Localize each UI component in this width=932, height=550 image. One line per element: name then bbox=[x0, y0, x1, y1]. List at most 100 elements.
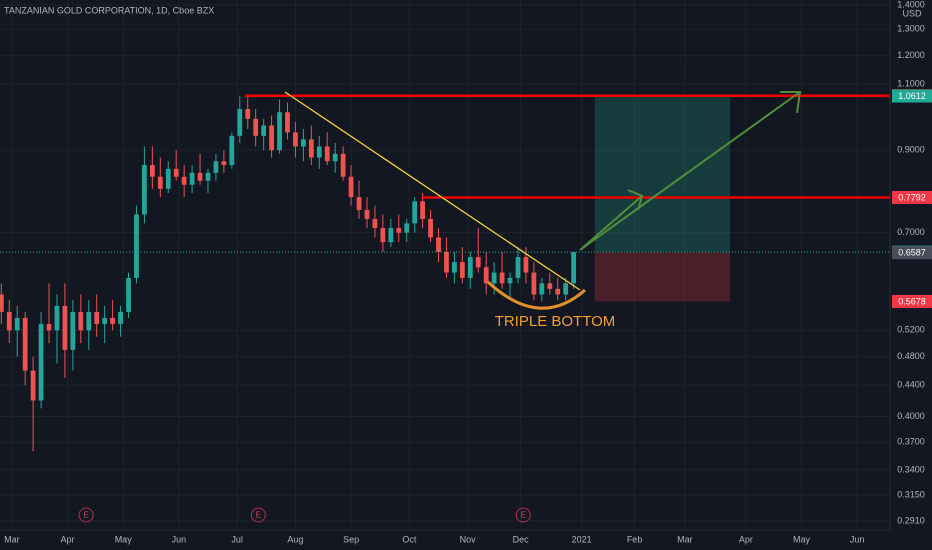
candle-body bbox=[149, 165, 155, 177]
candle-body bbox=[14, 317, 20, 331]
annotation: TRIPLE BOTTOM bbox=[495, 313, 616, 330]
y-tick-label: 0.9000 bbox=[897, 145, 925, 155]
x-tick-label: Jul bbox=[231, 534, 243, 544]
candle-body bbox=[491, 272, 497, 284]
candle-body bbox=[102, 317, 108, 325]
candle-body bbox=[94, 311, 100, 325]
y-tick-label: 0.5200 bbox=[897, 325, 925, 335]
candle-body bbox=[404, 223, 410, 233]
candle-body bbox=[197, 172, 203, 181]
price-label: 0.5678 bbox=[898, 296, 926, 306]
candle-body bbox=[62, 305, 68, 350]
candle-body bbox=[205, 172, 211, 181]
candle-body bbox=[293, 132, 298, 147]
candle-body bbox=[515, 257, 521, 278]
x-tick-label: 2021 bbox=[572, 534, 592, 544]
candle-body bbox=[348, 176, 354, 198]
earnings-marker bbox=[250, 507, 266, 523]
arrow bbox=[579, 91, 802, 251]
x-tick-label: Dec bbox=[513, 534, 530, 544]
price-label: 0.7792 bbox=[898, 192, 926, 202]
candle-body bbox=[126, 277, 131, 312]
candle-body bbox=[181, 176, 187, 185]
candle-body bbox=[340, 153, 346, 177]
candle-body bbox=[110, 317, 115, 325]
price-label-bg bbox=[892, 190, 932, 204]
candle-body bbox=[324, 146, 330, 162]
y-tick-label: 1.2000 bbox=[897, 50, 925, 60]
x-tick-label: Jun bbox=[850, 534, 865, 544]
candle-body bbox=[308, 139, 314, 158]
candle-body bbox=[269, 125, 274, 151]
candle-body bbox=[22, 317, 28, 371]
chart-title: TANZANIAN GOLD CORPORATION, 1D, Cboe BZX bbox=[4, 5, 214, 15]
candle-body bbox=[396, 228, 402, 233]
candle-body bbox=[412, 201, 418, 224]
price-label-bg bbox=[892, 246, 932, 260]
earnings-marker bbox=[78, 507, 94, 523]
candle-body bbox=[507, 277, 513, 284]
candle-body bbox=[300, 139, 306, 147]
candles bbox=[0, 94, 890, 452]
candle-body bbox=[547, 283, 553, 289]
candle-body bbox=[364, 210, 370, 219]
candle-body bbox=[189, 172, 195, 185]
price-label-bg bbox=[892, 89, 932, 103]
target-zone bbox=[594, 96, 730, 253]
candle-body bbox=[237, 109, 243, 136]
arrow bbox=[579, 189, 644, 251]
candle-body bbox=[459, 262, 465, 278]
x-tick-label: May bbox=[115, 534, 133, 544]
candle-body bbox=[30, 370, 36, 401]
y-tick-label: 1.1000 bbox=[897, 79, 925, 89]
candle-body bbox=[165, 168, 171, 189]
candle-body bbox=[531, 272, 537, 295]
candle-body bbox=[428, 218, 433, 238]
price-label: 0.6587 bbox=[898, 248, 926, 258]
stop-zone bbox=[594, 252, 730, 302]
earnings-label: E bbox=[256, 511, 261, 520]
candle-body bbox=[134, 214, 139, 278]
y-tick-label: 1.3000 bbox=[897, 24, 925, 34]
y-tick-label: 0.4000 bbox=[897, 411, 925, 421]
x-tick-label: Mar bbox=[677, 534, 693, 544]
x-tick-label: May bbox=[793, 534, 811, 544]
candle-body bbox=[356, 197, 362, 211]
x-tick-label: Apr bbox=[61, 534, 75, 544]
candle-body bbox=[555, 288, 561, 295]
candle-body bbox=[46, 324, 52, 331]
y-tick-label: 0.2910 bbox=[897, 515, 925, 525]
y-tick-label: 0.3150 bbox=[897, 489, 925, 499]
x-tick-label: Sep bbox=[343, 534, 359, 544]
axes: 1.4000 1.3000 1.2000 1.1000 0.9000 0.7000 0.52… bbox=[4, 0, 932, 544]
candle-body bbox=[213, 161, 219, 173]
candle-body bbox=[523, 257, 529, 273]
drawings bbox=[284, 91, 802, 310]
candle-body bbox=[420, 201, 425, 219]
candle-body bbox=[229, 135, 235, 166]
x-tick-label: Mar bbox=[4, 534, 20, 544]
candle-body bbox=[261, 125, 267, 136]
x-tick-label: Aug bbox=[287, 534, 303, 544]
candle-body bbox=[118, 311, 123, 325]
candle-body bbox=[475, 257, 481, 268]
candle-body bbox=[86, 311, 92, 331]
candle-body bbox=[0, 294, 4, 312]
candle-body bbox=[70, 311, 76, 350]
x-tick-label: Oct bbox=[402, 534, 417, 544]
bottom-arc bbox=[486, 280, 586, 310]
y-tick-label: 0.4400 bbox=[897, 380, 925, 390]
candle-body bbox=[157, 176, 163, 189]
earnings-label: E bbox=[521, 511, 526, 520]
currency: USD bbox=[902, 8, 922, 18]
y-tick-label: 1.4000 bbox=[897, 0, 925, 9]
y-tick-label: 0.4800 bbox=[897, 351, 925, 361]
x-tick-label: Feb bbox=[627, 534, 643, 544]
position-box bbox=[594, 96, 730, 302]
candle-body bbox=[467, 257, 473, 278]
candle-body bbox=[221, 161, 227, 166]
